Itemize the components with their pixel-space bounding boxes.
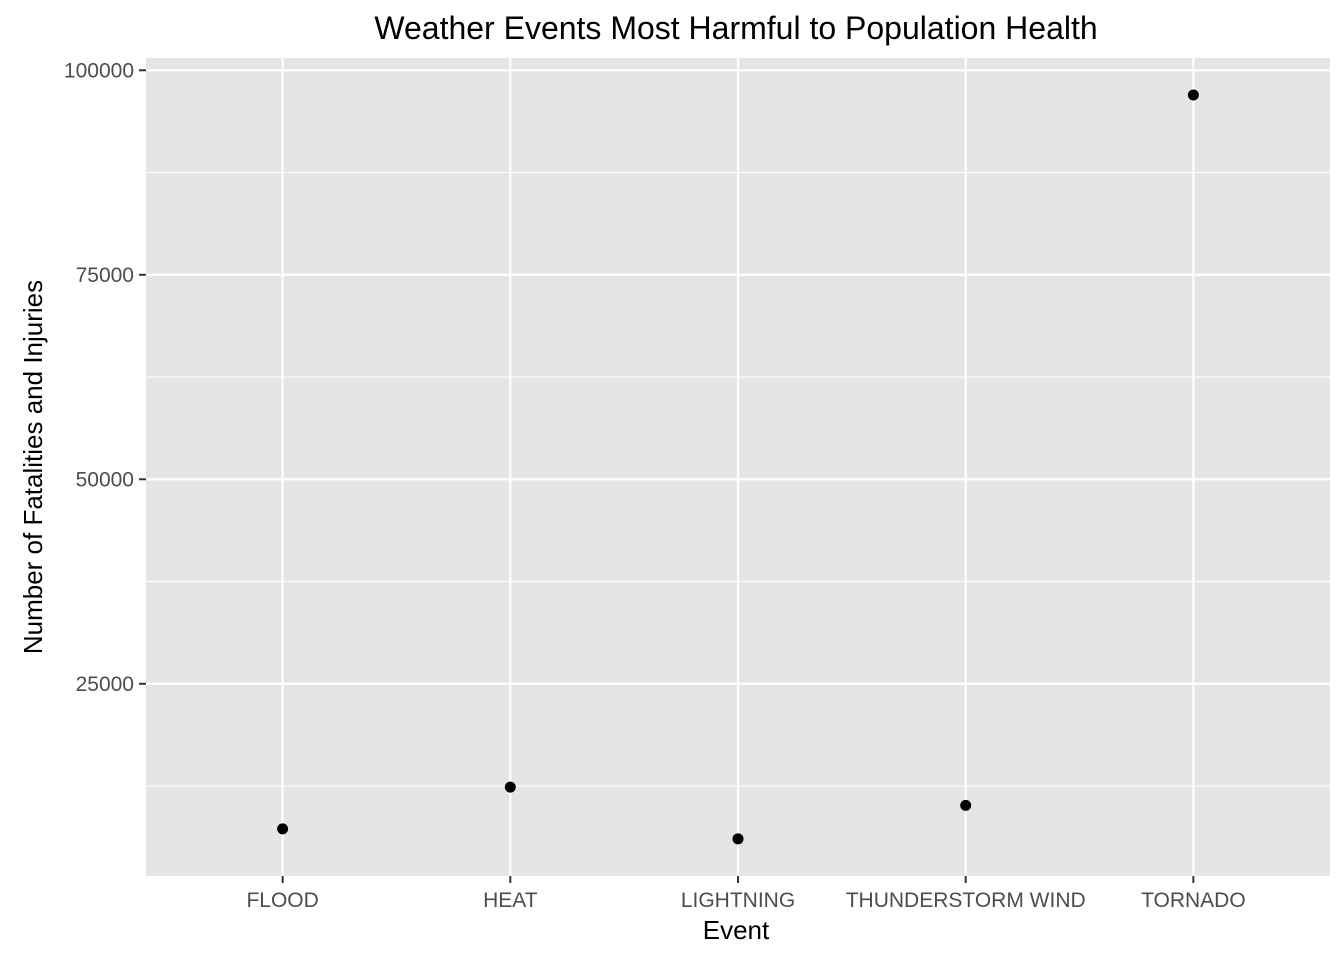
data-points <box>277 89 1199 845</box>
x-tick-label: LIGHTNING <box>681 889 795 912</box>
y-tick-label: 75000 <box>76 264 134 287</box>
x-tick-label: TORNADO <box>1141 889 1246 912</box>
y-axis: 25000 50000 75000 100000 <box>64 59 146 696</box>
y-axis-title: Number of Fatalities and Injuries <box>18 280 48 654</box>
chart-title: Weather Events Most Harmful to Populatio… <box>374 10 1097 46</box>
y-tick-label: 100000 <box>64 59 134 82</box>
data-point <box>504 781 516 793</box>
major-gridlines <box>146 58 1330 876</box>
data-point <box>732 833 744 845</box>
y-tick-label: 25000 <box>76 673 134 696</box>
x-axis: FLOOD HEAT LIGHTNING THUNDERSTORM WIND TORNA… <box>246 876 1246 912</box>
data-point <box>960 799 972 811</box>
data-point <box>277 823 289 835</box>
data-point <box>1187 89 1199 101</box>
x-axis-title: Event <box>703 915 770 945</box>
y-tick-label: 50000 <box>76 468 134 491</box>
x-tick-label: THUNDERSTORM WIND <box>846 889 1086 912</box>
x-tick-label: FLOOD <box>246 889 318 912</box>
x-tick-label: HEAT <box>483 889 538 912</box>
